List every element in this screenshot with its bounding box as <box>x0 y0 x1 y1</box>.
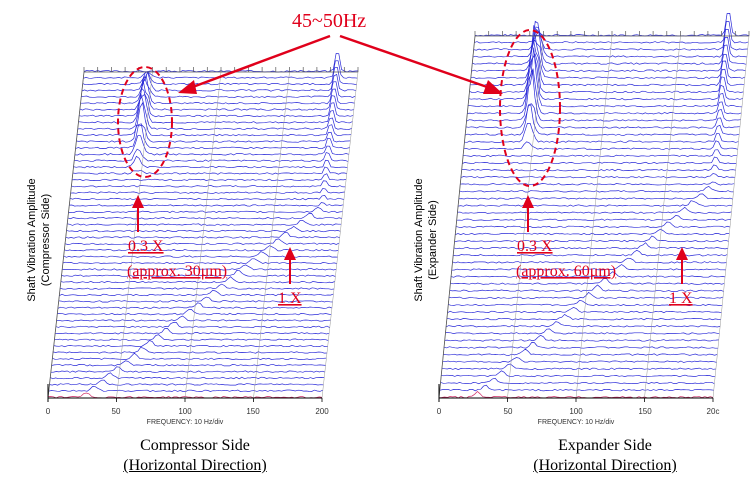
grid-line <box>575 35 613 399</box>
y-axis-label-line2: (Expander Side) <box>427 200 439 280</box>
label-1x: 1 X <box>669 290 693 307</box>
spectrum-trace <box>75 123 350 150</box>
x-tick-label: 100 <box>569 407 583 416</box>
y-axis-label-line1: Shaft Vibration Amplitude <box>413 178 425 301</box>
caption-line1: Compressor Side <box>140 437 250 454</box>
highlight-ellipse <box>499 29 561 187</box>
arrowhead <box>178 80 197 94</box>
x-tick-label: 0 <box>437 407 442 416</box>
annotation-frequency-range: 45~50Hz <box>292 10 366 32</box>
arrowhead <box>676 247 688 260</box>
label-amplitude: (approx. 30μm) <box>127 263 227 280</box>
waterfall-panel-expander: 0 50 100 150 20c FREQUENCY: 10 Hz/div Sh… <box>413 13 750 426</box>
x-tick-label: 50 <box>504 407 513 416</box>
caption-line2: (Horizontal Direction) <box>123 457 267 474</box>
left-axis <box>47 71 85 399</box>
x-tick-label: 150 <box>638 407 652 416</box>
spectrum-trace <box>448 299 723 307</box>
arrow-to-right-ellipse <box>339 34 491 90</box>
spectrum-trace <box>464 122 739 143</box>
caption-line2: (Horizontal Direction) <box>533 457 677 474</box>
grid-line <box>712 35 750 399</box>
x-tick-label: 200 <box>315 407 329 416</box>
waterfall-axes <box>438 31 750 402</box>
label-0.3x: 0.3 X <box>128 238 164 255</box>
x-axis-label: FREQUENCY: 10 Hz/div <box>147 419 224 426</box>
grid-line <box>184 71 222 399</box>
x-axis-label: FREQUENCY: 10 Hz/div <box>538 419 615 426</box>
waterfall-traces <box>438 13 750 399</box>
waterfall-traces <box>47 53 359 399</box>
spectrum-trace <box>76 124 351 143</box>
x-tick-label: 20c <box>707 407 720 416</box>
highlight-ellipse <box>117 66 173 178</box>
arrow-to-left-ellipse <box>189 34 331 90</box>
grid-line <box>644 35 681 399</box>
grid-line <box>253 71 290 399</box>
spectrum-trace <box>79 93 354 118</box>
caption-compressor: Compressor Side (Horizontal Direction) <box>80 436 310 476</box>
caption-expander: Expander Side (Horizontal Direction) <box>490 436 720 476</box>
spectrum-trace <box>57 302 333 309</box>
left-axis <box>438 35 476 399</box>
arrowhead <box>522 195 534 208</box>
spectrum-trace <box>469 53 744 94</box>
spectrum-trace <box>81 70 356 92</box>
spectrum-trace <box>57 309 332 316</box>
top-annotation: 45~50Hz <box>178 10 503 94</box>
label-1x: 1 X <box>278 290 302 307</box>
spectrum-trace <box>473 28 748 51</box>
y-axis-label-line1: Shaft Vibration Amplitude <box>26 178 38 301</box>
spectrum-trace <box>448 291 724 299</box>
waterfall-axes <box>47 67 359 402</box>
x-tick-label: 100 <box>178 407 192 416</box>
x-tick-label: 50 <box>112 407 121 416</box>
label-amplitude: (approx. 60μm) <box>516 263 616 280</box>
spectrum-trace <box>74 135 349 156</box>
arrowhead <box>284 247 296 260</box>
spectrum-trace <box>474 20 749 44</box>
caption-line1: Expander Side <box>558 437 652 454</box>
grid-line <box>321 71 359 399</box>
x-tick-label: 150 <box>246 407 260 416</box>
spectrum-trace <box>465 103 740 129</box>
arrowhead <box>483 80 503 94</box>
x-tick-label: 0 <box>46 407 51 416</box>
waterfall-panel-compressor: 0 50 100 150 200 FREQUENCY: 10 Hz/div Sh… <box>26 53 359 426</box>
label-0.3x: 0.3 X <box>517 238 553 255</box>
grid-line <box>116 71 153 399</box>
y-axis-label-line2: (Compressor Side) <box>40 194 52 286</box>
grid-line <box>507 35 544 399</box>
spectrum-trace <box>78 87 353 124</box>
arrowhead <box>132 195 144 208</box>
